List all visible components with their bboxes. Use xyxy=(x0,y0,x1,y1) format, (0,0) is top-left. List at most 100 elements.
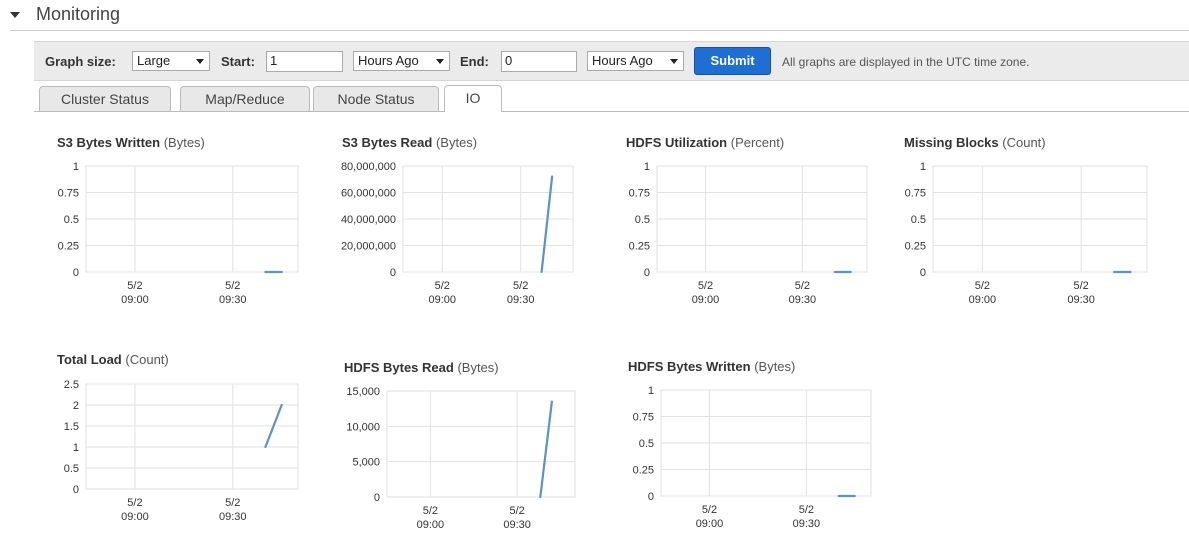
plot-frame xyxy=(85,165,299,273)
chart-hdfs-bytes-read: HDFS Bytes Read (Bytes) 0 5,000 10,000 15,0… xyxy=(344,360,584,540)
chart-plot: 0 0.25 0.5 0.75 1 5/2 09:00 5/2 09:30 xyxy=(629,161,868,306)
x-tick-label: 5/2 xyxy=(225,280,240,292)
start-label: Start: xyxy=(221,54,255,69)
y-tick-label: 0.5 xyxy=(64,214,79,226)
monitoring-section-header: Monitoring xyxy=(0,0,1189,31)
chart-hdfs-utilization: HDFS Utilization (Percent) 0 0.25 0.5 0.75 1… xyxy=(626,135,876,315)
y-tick-label: 1 xyxy=(73,442,79,454)
chart-title: Total Load (Count) xyxy=(57,352,169,367)
timezone-note: All graphs are displayed in the UTC time… xyxy=(782,55,1030,69)
start-unit-value: Hours Ago xyxy=(358,53,419,68)
chart-total-load: Total Load (Count) 0 0.5 1 1.5 2 2.5 5/2 09:00 5… xyxy=(57,352,307,532)
chart-unit: (Count) xyxy=(125,352,169,367)
y-tick-label: 0 xyxy=(73,484,79,496)
start-input[interactable]: 1 xyxy=(266,51,343,72)
graph-size-value: Large xyxy=(137,53,171,68)
chart-title: S3 Bytes Written (Bytes) xyxy=(57,135,205,150)
x-tick-label: 5/2 xyxy=(127,497,142,509)
submit-button[interactable]: Submit xyxy=(694,47,771,75)
chart-plot: 0 0.25 0.5 0.75 1 5/2 09:00 5/2 09:30 xyxy=(905,161,1148,306)
x-tick-label: 09:00 xyxy=(692,294,720,306)
y-tick-label: 1 xyxy=(73,161,79,173)
x-tick-label: 5/2 xyxy=(799,504,814,516)
chart-unit: (Bytes) xyxy=(435,135,478,150)
chart-unit: (Bytes) xyxy=(457,360,499,375)
chart-name: S3 Bytes Written xyxy=(57,135,161,150)
chevron-down-icon xyxy=(670,59,678,64)
y-tick-label: 0.5 xyxy=(911,214,926,226)
y-tick-label: 0.25 xyxy=(58,241,79,253)
chart-missing-blocks: Missing Blocks (Count) 0 0.25 0.5 0.75 1 5/2 0… xyxy=(904,135,1154,315)
chart-title: HDFS Bytes Read (Bytes) xyxy=(344,360,499,375)
y-tick-label: 0.75 xyxy=(629,188,650,200)
x-tick-label: 09:30 xyxy=(507,294,535,306)
series-line xyxy=(540,175,554,274)
chart-name: HDFS Bytes Read xyxy=(344,360,454,375)
chart-unit: (Bytes) xyxy=(754,359,796,374)
x-tick-label: 5/2 xyxy=(698,280,713,292)
chart-plot: 0 5,000 10,000 15,000 5/2 09:00 5/2 09:30 xyxy=(346,386,576,531)
monitoring-tabs: Cluster Status Map/Reduce Node Status IO xyxy=(34,85,1189,112)
y-tick-label: 0 xyxy=(374,492,380,504)
chevron-down-icon xyxy=(436,59,444,64)
y-tick-label: 0 xyxy=(73,267,79,279)
x-tick-label: 09:30 xyxy=(503,519,531,531)
x-tick-label: 5/2 xyxy=(975,280,990,292)
plot-frame xyxy=(932,165,1148,273)
end-input[interactable]: 0 xyxy=(501,51,577,72)
chart-hdfs-bytes-written: HDFS Bytes Written (Bytes) 0 0.25 0.5 0.75 1… xyxy=(628,359,878,539)
chart-plot: 0 0.25 0.5 0.75 1 5/2 09:00 5/2 09:30 xyxy=(633,385,872,530)
y-tick-label: 2.5 xyxy=(64,379,79,391)
chevron-down-icon xyxy=(196,59,204,64)
y-tick-label: 0 xyxy=(644,267,650,279)
y-tick-label: 80,000,000 xyxy=(341,161,396,173)
end-label: End: xyxy=(460,54,489,69)
x-tick-label: 5/2 xyxy=(435,280,450,292)
x-tick-label: 09:30 xyxy=(219,511,247,523)
x-tick-label: 09:30 xyxy=(219,294,247,306)
y-tick-label: 0 xyxy=(920,267,926,279)
y-tick-label: 10,000 xyxy=(346,421,380,433)
chart-plot: 0 20,000,000 40,000,000 60,000,000 80,000,00… xyxy=(341,161,574,306)
y-tick-label: 60,000,000 xyxy=(341,188,396,200)
plot-frame xyxy=(660,389,872,497)
tab-cluster-status[interactable]: Cluster Status xyxy=(39,86,171,111)
start-unit-select[interactable]: Hours Ago xyxy=(353,51,450,71)
plot-frame xyxy=(656,165,868,273)
y-tick-label: 0.5 xyxy=(64,463,79,475)
tab-map-reduce[interactable]: Map/Reduce xyxy=(180,86,310,111)
chart-name: HDFS Utilization xyxy=(626,135,728,150)
x-tick-label: 5/2 xyxy=(127,280,142,292)
x-tick-label: 09:00 xyxy=(696,518,724,530)
x-tick-label: 5/2 xyxy=(225,497,240,509)
x-tick-label: 5/2 xyxy=(795,280,810,292)
tab-io[interactable]: IO xyxy=(444,85,502,112)
chart-plot: 0 0.25 0.5 0.75 1 5/2 09:00 5/2 09:30 xyxy=(58,161,299,306)
chart-name: HDFS Bytes Written xyxy=(628,359,751,374)
x-tick-label: 09:30 xyxy=(789,294,817,306)
y-tick-label: 0.25 xyxy=(633,465,654,477)
chart-unit: (Bytes) xyxy=(163,135,205,150)
x-tick-label: 5/2 xyxy=(513,280,528,292)
y-tick-label: 0 xyxy=(390,267,396,279)
chart-plot: 0 0.5 1 1.5 2 2.5 5/2 09:00 5/2 09:30 xyxy=(64,379,299,523)
y-tick-label: 0.75 xyxy=(58,188,79,200)
x-tick-label: 5/2 xyxy=(1074,280,1089,292)
plot-frame xyxy=(402,165,574,273)
y-tick-label: 1 xyxy=(644,161,650,173)
collapse-triangle-icon[interactable] xyxy=(10,12,20,18)
end-value: 0 xyxy=(505,53,513,68)
y-tick-label: 2 xyxy=(73,400,79,412)
chart-title: HDFS Bytes Written (Bytes) xyxy=(628,359,795,374)
graph-size-select[interactable]: Large xyxy=(132,51,210,71)
tab-node-status[interactable]: Node Status xyxy=(313,86,439,111)
end-unit-select[interactable]: Hours Ago xyxy=(587,51,684,71)
x-tick-label: 09:00 xyxy=(428,294,456,306)
graph-size-label: Graph size: xyxy=(45,54,116,69)
chart-s3-bytes-written: S3 Bytes Written (Bytes) 0 0.25 0.5 0.75 1 5/… xyxy=(57,135,307,315)
y-tick-label: 20,000,000 xyxy=(341,241,396,253)
chart-title: Missing Blocks (Count) xyxy=(904,135,1046,150)
x-tick-label: 09:00 xyxy=(121,294,149,306)
tabs-divider xyxy=(34,111,1189,112)
y-tick-label: 15,000 xyxy=(346,386,380,398)
